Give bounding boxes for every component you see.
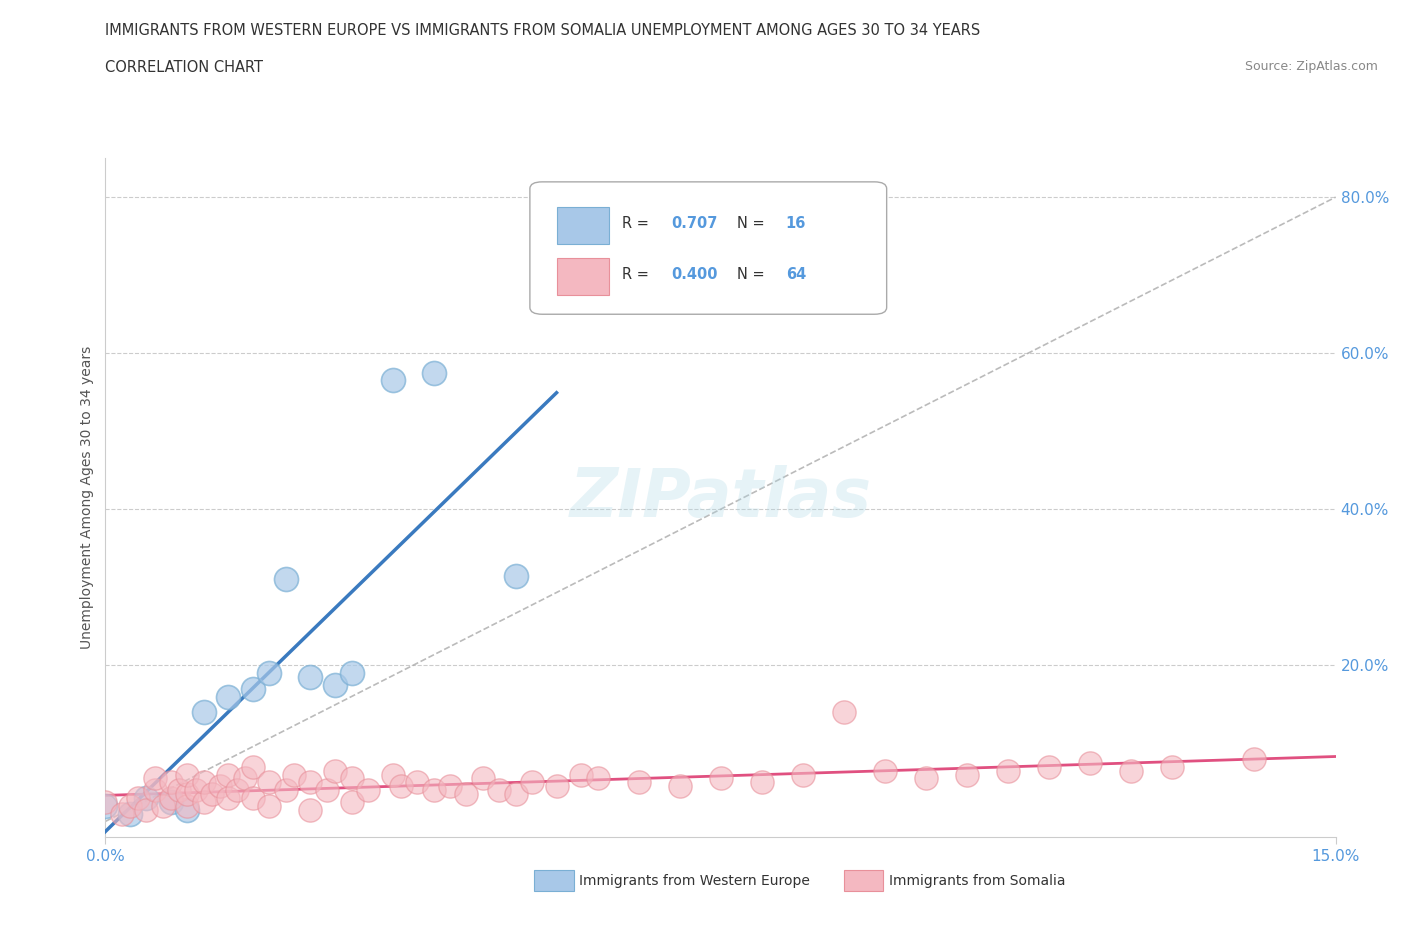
Text: Source: ZipAtlas.com: Source: ZipAtlas.com	[1244, 60, 1378, 73]
Point	[471, 771, 494, 786]
Point	[135, 803, 157, 817]
Point	[176, 798, 198, 813]
Point	[111, 806, 134, 821]
Point	[299, 775, 322, 790]
Point	[505, 787, 527, 802]
Point	[873, 764, 896, 778]
Point	[176, 767, 198, 782]
Point	[169, 783, 191, 798]
Point	[176, 787, 198, 802]
Text: 0.400: 0.400	[672, 267, 718, 283]
Point	[184, 783, 207, 798]
Point	[283, 767, 305, 782]
Point	[627, 775, 650, 790]
Point	[340, 666, 363, 681]
Point	[143, 783, 166, 798]
Text: N =: N =	[737, 267, 769, 283]
Text: 16: 16	[786, 217, 806, 232]
Text: ZIPatlas: ZIPatlas	[569, 465, 872, 530]
Point	[143, 771, 166, 786]
Point	[1119, 764, 1142, 778]
Point	[193, 705, 215, 720]
Point	[193, 775, 215, 790]
Point	[135, 790, 157, 805]
Text: R =: R =	[621, 267, 654, 283]
Point	[668, 778, 690, 793]
Point	[259, 666, 281, 681]
Point	[120, 806, 141, 821]
Point	[389, 778, 412, 793]
FancyBboxPatch shape	[557, 207, 609, 245]
Point	[505, 568, 527, 583]
Y-axis label: Unemployment Among Ages 30 to 34 years: Unemployment Among Ages 30 to 34 years	[80, 346, 94, 649]
Point	[422, 783, 444, 798]
Point	[710, 771, 733, 786]
Point	[94, 798, 117, 813]
Text: 64: 64	[786, 267, 806, 283]
Point	[127, 790, 149, 805]
Point	[832, 705, 855, 720]
Point	[357, 783, 380, 798]
Point	[242, 790, 264, 805]
Point	[340, 771, 363, 786]
Point	[242, 682, 264, 697]
FancyBboxPatch shape	[557, 258, 609, 295]
Text: Immigrants from Western Europe: Immigrants from Western Europe	[579, 873, 810, 888]
Point	[406, 775, 429, 790]
Point	[94, 794, 117, 809]
Point	[259, 775, 281, 790]
Point	[218, 689, 240, 704]
Text: CORRELATION CHART: CORRELATION CHART	[105, 60, 263, 75]
Point	[340, 794, 363, 809]
Point	[193, 794, 215, 809]
Point	[209, 778, 232, 793]
Point	[242, 759, 264, 774]
Point	[218, 767, 240, 782]
FancyBboxPatch shape	[530, 182, 887, 314]
Point	[914, 771, 936, 786]
Point	[299, 803, 322, 817]
Text: R =: R =	[621, 217, 654, 232]
Text: Immigrants from Somalia: Immigrants from Somalia	[889, 873, 1066, 888]
Point	[299, 670, 322, 684]
Point	[160, 775, 183, 790]
Point	[997, 764, 1019, 778]
Point	[225, 783, 247, 798]
Point	[488, 783, 510, 798]
Point	[201, 787, 224, 802]
Point	[439, 778, 461, 793]
Point	[259, 798, 281, 813]
Point	[1078, 755, 1101, 770]
Text: 0.707: 0.707	[672, 217, 717, 232]
Point	[160, 794, 183, 809]
Point	[422, 365, 444, 380]
Point	[323, 677, 346, 692]
Point	[323, 764, 346, 778]
Text: IMMIGRANTS FROM WESTERN EUROPE VS IMMIGRANTS FROM SOMALIA UNEMPLOYMENT AMONG AGE: IMMIGRANTS FROM WESTERN EUROPE VS IMMIGR…	[105, 23, 981, 38]
Point	[233, 771, 256, 786]
Point	[120, 798, 141, 813]
Point	[176, 803, 198, 817]
Point	[381, 767, 404, 782]
Point	[956, 767, 979, 782]
Point	[751, 775, 773, 790]
Text: N =: N =	[737, 217, 769, 232]
Point	[456, 787, 478, 802]
Point	[381, 373, 404, 388]
Point	[586, 771, 609, 786]
Point	[274, 783, 297, 798]
Point	[1038, 759, 1060, 774]
Point	[152, 798, 174, 813]
Point	[546, 778, 568, 793]
Point	[1243, 751, 1265, 766]
Point	[792, 767, 814, 782]
Point	[1160, 759, 1182, 774]
Point	[218, 790, 240, 805]
Point	[160, 790, 183, 805]
Point	[316, 783, 339, 798]
Point	[569, 767, 592, 782]
Point	[520, 775, 543, 790]
Point	[274, 572, 297, 587]
